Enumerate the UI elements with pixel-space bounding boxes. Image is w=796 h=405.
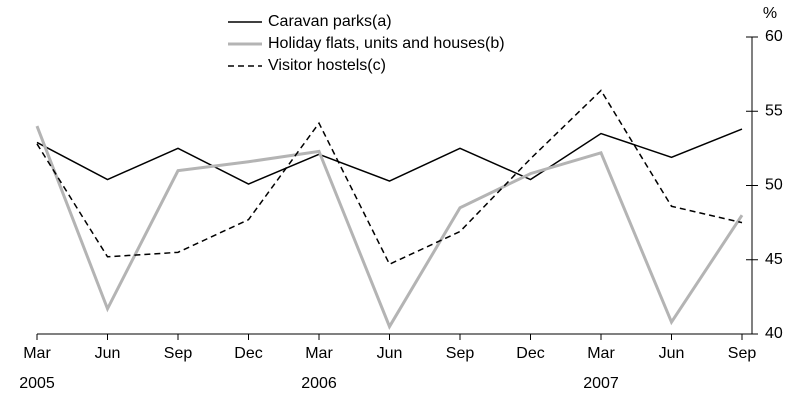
legend-label: Visitor hostels(c) <box>268 57 386 74</box>
x-tick-label: Mar <box>587 345 615 362</box>
y-tick-label: 60 <box>765 28 783 45</box>
series-line <box>35 125 744 330</box>
x-year-label: 2007 <box>583 375 619 392</box>
x-tick-label: Jun <box>659 345 685 362</box>
y-tick-label: 50 <box>765 177 783 194</box>
series-line <box>36 89 743 266</box>
x-tick-label: Jun <box>95 345 121 362</box>
x-tick-label: Sep <box>164 345 193 362</box>
x-tick-label: Mar <box>23 345 51 362</box>
series-line <box>36 128 743 185</box>
y-tick-label: 55 <box>765 102 783 119</box>
legend-label: Holiday flats, units and houses(b) <box>268 35 505 52</box>
x-tick-label: Dec <box>516 345 544 362</box>
legend-label: Caravan parks(a) <box>268 13 392 30</box>
y-tick-label: 40 <box>765 325 783 342</box>
x-tick-label: Sep <box>728 345 757 362</box>
x-tick-label: Sep <box>446 345 475 362</box>
x-year-label: 2006 <box>301 375 337 392</box>
x-tick-label: Dec <box>234 345 262 362</box>
x-tick-label: Jun <box>377 345 403 362</box>
x-year-label: 2005 <box>19 375 55 392</box>
x-tick-label: Mar <box>305 345 333 362</box>
y-unit: % <box>763 5 777 22</box>
y-tick-label: 45 <box>765 251 783 268</box>
